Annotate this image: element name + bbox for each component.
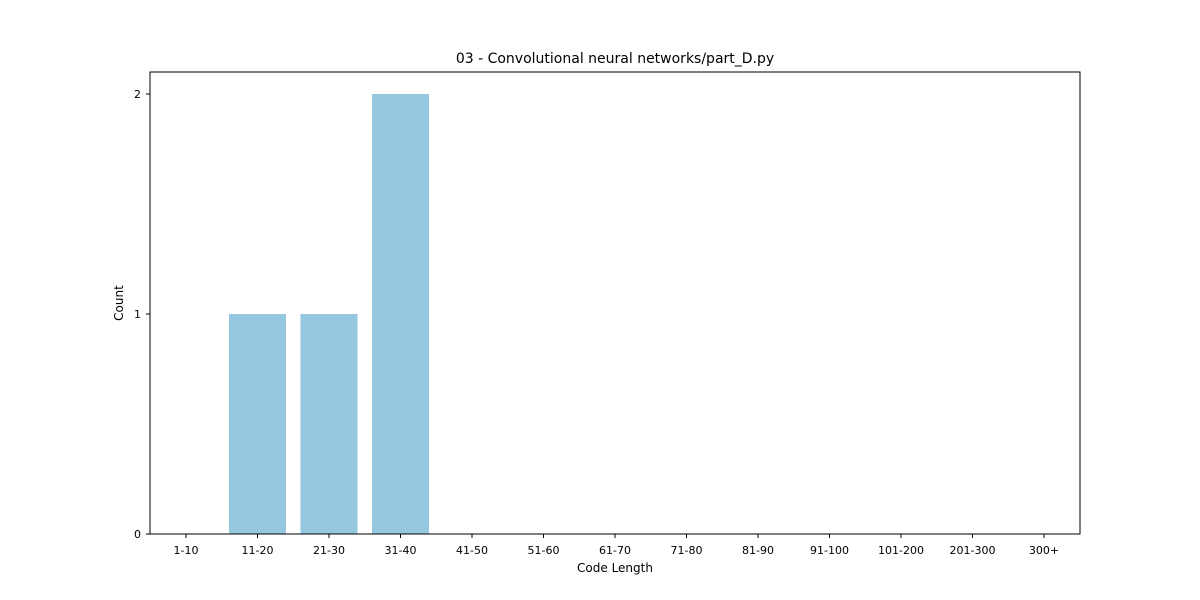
bar-11-20 bbox=[229, 314, 286, 534]
bar-21-30 bbox=[300, 314, 358, 534]
x-tick-label: 300+ bbox=[1029, 544, 1059, 557]
x-tick-label: 61-70 bbox=[599, 544, 631, 557]
x-tick-label: 201-300 bbox=[950, 544, 996, 557]
y-tick-label: 1 bbox=[134, 308, 141, 321]
x-tick-label: 41-50 bbox=[456, 544, 488, 557]
x-tick-label: 1-10 bbox=[174, 544, 199, 557]
x-tick-label: 91-100 bbox=[810, 544, 849, 557]
y-axis: 0 1 2 bbox=[134, 88, 150, 541]
y-tick-label: 0 bbox=[134, 528, 141, 541]
x-tick-label: 51-60 bbox=[528, 544, 560, 557]
y-tick-label: 2 bbox=[134, 88, 141, 101]
x-axis-label: Code Length bbox=[577, 561, 653, 575]
x-tick-label: 11-20 bbox=[242, 544, 274, 557]
x-tick-label: 71-80 bbox=[671, 544, 703, 557]
x-tick-label: 81-90 bbox=[742, 544, 774, 557]
x-tick-label: 31-40 bbox=[385, 544, 417, 557]
bars-group bbox=[229, 94, 429, 534]
plot-frame bbox=[149, 71, 1081, 535]
x-tick-label: 21-30 bbox=[313, 544, 345, 557]
y-axis-label: Count bbox=[112, 285, 126, 321]
chart-title: 03 - Convolutional neural networks/part_… bbox=[456, 51, 774, 67]
x-axis: 1-10 11-20 21-30 31-40 41-50 51-60 61-70 71-80 8… bbox=[174, 534, 1059, 557]
x-tick-label: 101-200 bbox=[878, 544, 924, 557]
bar-31-40 bbox=[372, 94, 429, 534]
